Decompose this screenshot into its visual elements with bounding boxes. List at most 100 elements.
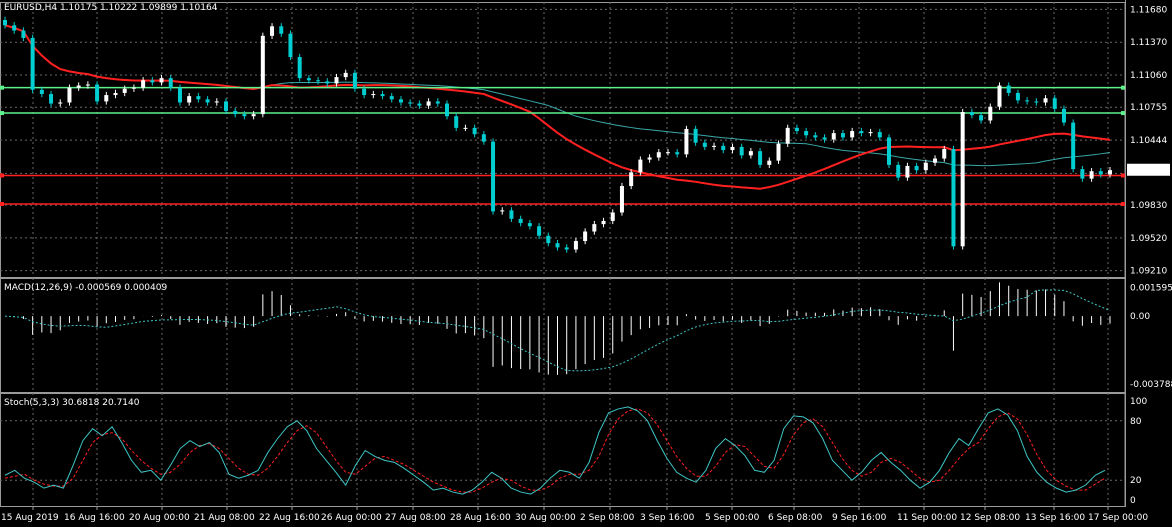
candle-body (122, 88, 127, 93)
candle-body (1071, 122, 1076, 170)
candle-body (481, 134, 486, 142)
candle-body (270, 26, 275, 36)
level-handle[interactable] (0, 111, 4, 116)
time-axis-label: 9 Sep 16:00 (832, 513, 887, 523)
macd-axis-label: 0.001595 (1130, 283, 1172, 293)
level-handle[interactable] (1121, 111, 1125, 116)
candle-body (684, 128, 689, 155)
candle-body (306, 78, 311, 81)
level-handle[interactable] (0, 173, 4, 178)
panel-border-2 (0, 393, 1126, 507)
candle-body (1043, 98, 1048, 103)
candle-body (196, 96, 201, 100)
candle-body (398, 99, 403, 103)
time-axis-label: 5 Sep 00:00 (705, 513, 760, 523)
candle-body (39, 89, 44, 95)
price-axis-label: 1.11680 (1130, 5, 1167, 15)
candle-body (666, 152, 670, 154)
candle-body (555, 243, 560, 248)
candle-body (3, 19, 7, 26)
candle-body (242, 114, 247, 117)
candle-body (951, 149, 956, 247)
candle-body (76, 85, 81, 88)
candle-body (997, 85, 1002, 107)
candle-body (564, 247, 569, 250)
candle-body (896, 164, 901, 178)
candle-body (58, 102, 63, 104)
ma-slow-line (4, 24, 1111, 167)
candle-body (546, 235, 551, 244)
macd-signal-line (4, 289, 1111, 372)
candle-body (454, 116, 459, 128)
candle-body (251, 114, 256, 117)
candle-body (933, 158, 938, 163)
candle-body (537, 226, 542, 236)
candle-body (12, 25, 17, 31)
candle-body (113, 92, 118, 96)
candle-body (573, 241, 578, 250)
candle-body (887, 137, 891, 165)
candle-body (104, 95, 109, 102)
candle-body (969, 112, 974, 116)
level-handle[interactable] (0, 202, 4, 207)
level-handle[interactable] (0, 85, 4, 90)
candle-body (187, 96, 192, 103)
candle-body (1098, 171, 1103, 175)
stoch-signal-line (4, 408, 1106, 493)
candle-body (214, 101, 219, 103)
panel-border-1 (0, 278, 1126, 393)
candle-body (629, 172, 634, 187)
stoch-axis-label: 80 (1130, 417, 1142, 427)
candle-body (435, 101, 440, 104)
candle-body (831, 133, 836, 140)
candle-body (1006, 85, 1011, 93)
price-axis-label: 1.11370 (1130, 38, 1167, 48)
candle-body (785, 127, 790, 144)
time-axis-label: 27 Aug 08:00 (385, 513, 446, 523)
candle-body (813, 135, 818, 138)
level-handle[interactable] (1121, 173, 1125, 178)
candle-body (472, 127, 477, 135)
candle-body (1061, 108, 1066, 123)
candle-body (914, 165, 919, 171)
candle-body (758, 151, 763, 165)
time-axis-label: 20 Aug 00:00 (129, 513, 190, 523)
level-handle[interactable] (1121, 85, 1125, 90)
candle-body (389, 96, 394, 100)
candle-body (794, 127, 799, 132)
candle-body (518, 218, 523, 224)
candle-body (316, 80, 321, 82)
candle-body (95, 84, 100, 102)
candle-body (1080, 169, 1085, 179)
candle-body (942, 149, 947, 159)
candle-body (675, 152, 680, 155)
candle-body (500, 210, 505, 212)
candle-body (610, 212, 615, 221)
candle-body (408, 102, 413, 104)
price-axis-label: 1.09830 (1130, 201, 1167, 211)
candle-body (417, 103, 422, 106)
candle-body (85, 84, 90, 86)
candle-body (656, 152, 661, 158)
price-axis-label: 1.11060 (1130, 71, 1167, 81)
candle-body (224, 101, 228, 111)
candle-body (730, 146, 735, 151)
level-handle[interactable] (1121, 202, 1125, 207)
candle-body (1034, 101, 1039, 103)
candle-body (426, 101, 431, 106)
candle-body (362, 88, 367, 96)
candle-body (445, 103, 449, 117)
candle-body (1025, 100, 1030, 102)
price-axis-label: 1.09520 (1130, 234, 1167, 244)
time-axis-label: 30 Aug 00:00 (515, 513, 576, 523)
time-axis-label: 13 Sep 16:00 (1025, 513, 1085, 523)
candle-body (721, 145, 726, 151)
current-price-box (1127, 163, 1170, 176)
time-axis-label: 22 Aug 16:00 (259, 513, 320, 523)
candle-body (850, 131, 855, 138)
time-axis-label: 16 Aug 16:00 (64, 513, 125, 523)
candle-body (380, 94, 385, 97)
time-axis-label: 6 Sep 08:00 (768, 513, 823, 523)
macd-axis-label: 0.00 (1130, 312, 1150, 322)
